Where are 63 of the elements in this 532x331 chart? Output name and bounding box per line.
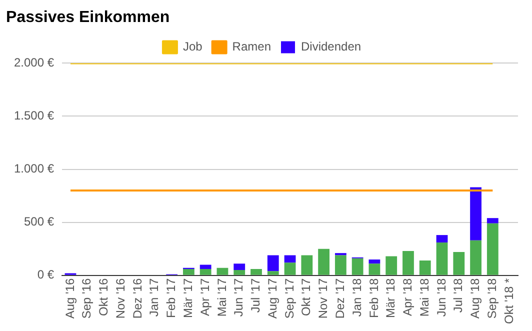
chart-title: Passives Einkommen: [6, 9, 170, 26]
bar: [368, 264, 380, 275]
x-tick-label: Sep '17: [282, 278, 296, 319]
x-tick-label: Jul '17: [248, 278, 263, 313]
bar: [318, 248, 330, 275]
x-tick-label: Jan '18: [350, 278, 364, 317]
x-tick-label: Aug '18: [468, 278, 482, 319]
bar: [301, 255, 313, 275]
x-tick-label: Apr '17: [198, 278, 212, 316]
x-tick-label: Apr '18: [400, 278, 415, 316]
bar: [234, 264, 246, 270]
bar: [234, 270, 246, 275]
legend-label: Dividenden: [300, 40, 362, 54]
bar: [182, 268, 194, 275]
x-tick-label: Okt '18 *: [502, 278, 516, 324]
x-tick-label: Feb '17: [164, 278, 178, 318]
bar: [284, 255, 296, 263]
bar: [453, 252, 465, 275]
bar: [486, 223, 498, 275]
x-tick-label: Aug '17: [265, 278, 280, 319]
x-tick-label: Jul '18: [451, 278, 466, 313]
y-tick-label: 2.000 €: [14, 56, 54, 70]
x-tick-label: Feb '18: [366, 278, 381, 318]
bar: [436, 242, 448, 275]
x-tick-label: Sep '16: [80, 278, 94, 319]
x-tick-label: Aug '16: [62, 278, 77, 319]
y-tick-label: 1.000 €: [14, 162, 54, 176]
bar: [334, 255, 346, 275]
bar: [284, 262, 296, 275]
x-tick-label: Okt '16: [96, 278, 111, 316]
x-tick-label: Dez '16: [130, 278, 144, 319]
y-tick-label: 1.500 €: [14, 108, 54, 123]
x-tick-label: Mär '18: [384, 278, 398, 318]
x-tick-label: Dez '17: [332, 278, 347, 319]
bar: [267, 255, 279, 272]
bar: [200, 268, 212, 275]
bar: [436, 235, 448, 242]
y-tick-label: 0 €: [37, 268, 54, 282]
x-tick-label: Mai '17: [214, 278, 229, 317]
x-tick-label: Mär '17: [181, 278, 196, 318]
bar: [402, 250, 414, 275]
bar: [486, 218, 498, 224]
bar: [200, 264, 212, 269]
x-tick-label: Mai '18: [417, 278, 432, 317]
x-tick-label: Jun '17: [232, 278, 246, 317]
x-tick-label: Nov '16: [113, 278, 128, 319]
x-tick-label: Nov '17: [316, 278, 330, 319]
legend-label: Ramen: [232, 40, 271, 54]
bar: [419, 260, 431, 275]
bar: [368, 259, 380, 264]
bar: [386, 256, 398, 275]
bar: [216, 268, 228, 275]
bar: [352, 258, 364, 275]
x-tick-label: Jan '17: [147, 278, 162, 317]
bar: [267, 271, 279, 275]
legend-label: Job: [182, 40, 203, 54]
bar: [470, 187, 482, 240]
bar: [250, 268, 262, 275]
x-tick-label: Okt '17: [299, 278, 314, 316]
bar: [470, 240, 482, 275]
y-tick-label: 500 €: [24, 214, 54, 229]
x-tick-label: Jun '18: [434, 278, 448, 317]
x-tick-label: Sep '18: [484, 278, 499, 319]
